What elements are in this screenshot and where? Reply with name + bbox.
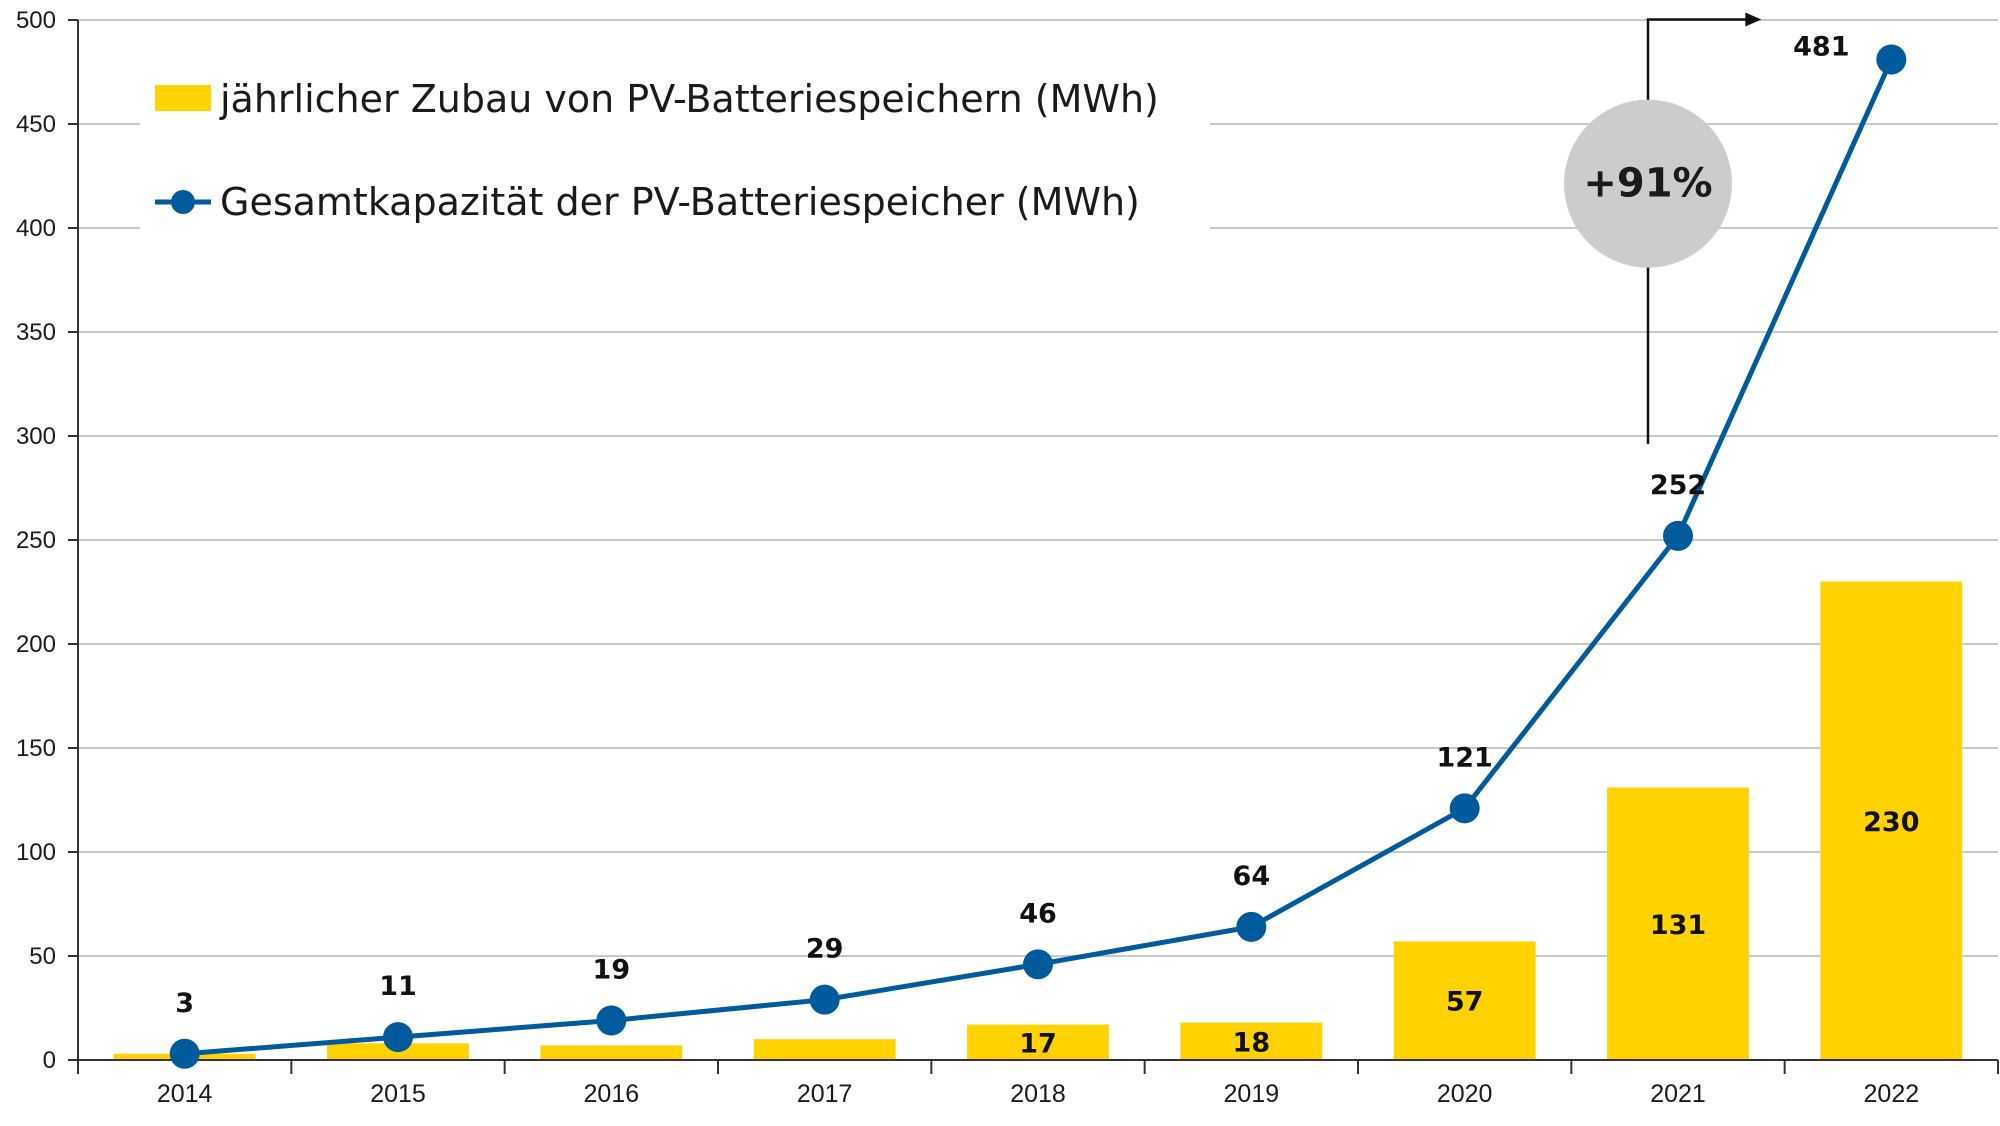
bar	[540, 1045, 683, 1060]
x-tick-label: 2017	[797, 1080, 853, 1108]
line-data-label: 19	[593, 954, 631, 985]
y-tick-label: 400	[16, 215, 56, 242]
x-tick-label: 2021	[1650, 1080, 1706, 1108]
y-tick-label: 300	[16, 423, 56, 450]
bar-data-label: 230	[1863, 807, 1919, 838]
line-data-label: 29	[806, 934, 844, 965]
line-data-label: 46	[1019, 898, 1057, 929]
line-point	[1449, 793, 1480, 824]
line-data-labels: 3 11 19 29 46 64 121 252 481	[175, 32, 1849, 1019]
y-tick-label: 0	[43, 1047, 56, 1074]
y-tick-label: 50	[29, 943, 56, 970]
bar	[753, 1039, 896, 1060]
growth-arrow	[1646, 18, 1748, 444]
legend-label-bar: jährlicher Zubau von PV-Batteriespeicher…	[219, 77, 1159, 121]
x-tick-label: 2022	[1864, 1080, 1920, 1108]
line-data-label: 64	[1233, 861, 1271, 892]
x-tick-label: 2019	[1224, 1080, 1280, 1108]
line-point	[169, 1038, 200, 1069]
x-tick-label: 2020	[1437, 1080, 1493, 1108]
y-tick-label: 350	[16, 319, 56, 346]
bar	[1393, 941, 1536, 1060]
line-point	[1236, 911, 1267, 942]
x-tick-label: 2018	[1010, 1080, 1066, 1108]
line-series	[169, 44, 1907, 1069]
growth-badge-text: +91%	[1583, 161, 1712, 207]
line-point	[1663, 520, 1693, 551]
line-point	[596, 1005, 627, 1036]
legend-swatch-bar	[155, 85, 211, 111]
bar-data-label: 131	[1650, 910, 1706, 941]
y-tick-label: 250	[16, 527, 56, 554]
line-data-label: 481	[1793, 32, 1849, 63]
line-data-label: 121	[1436, 742, 1492, 773]
y-tick-labels: 0 50 100 150 200 250 300 350 400 450 500	[16, 7, 56, 1074]
line-point	[383, 1022, 413, 1053]
legend-label-line: Gesamtkapazität der PV-Batteriespeicher …	[220, 180, 1140, 224]
axes	[77, 20, 1998, 1061]
bar-data-labels: 17 18 57 131 230	[1019, 807, 1919, 1060]
legend-background	[140, 48, 1210, 230]
y-tick-label: 150	[16, 735, 56, 762]
arrow-head	[1745, 12, 1762, 27]
line-point	[809, 984, 840, 1015]
bar	[1607, 787, 1749, 1060]
bar	[1820, 581, 1963, 1060]
line-data-label: 11	[379, 971, 417, 1002]
legend-swatch-marker	[171, 190, 195, 214]
line-data-label: 3	[175, 988, 194, 1019]
y-tick-label: 200	[16, 631, 56, 658]
x-tick-labels: 2014 2015 2016 2017 2018 2019 2020 2021 2022	[77, 1060, 1999, 1108]
line-point	[1023, 949, 1053, 980]
line-point	[1876, 44, 1907, 75]
x-tick-label: 2015	[370, 1080, 426, 1108]
x-tick-label: 2014	[157, 1080, 213, 1108]
bar-data-label: 18	[1233, 1027, 1271, 1058]
line-data-label: 252	[1650, 470, 1706, 501]
y-tick-label: 100	[16, 839, 56, 866]
growth-annotation: +91%	[1564, 12, 1762, 444]
bar-data-label: 17	[1019, 1028, 1057, 1059]
x-tick-label: 2016	[584, 1080, 640, 1108]
bar	[967, 1024, 1109, 1060]
legend: jährlicher Zubau von PV-Batteriespeicher…	[140, 48, 1210, 230]
bars	[113, 581, 1963, 1060]
growth-badge	[1564, 99, 1732, 268]
y-tick-label: 500	[16, 7, 56, 34]
bar-data-label: 57	[1446, 987, 1484, 1018]
y-tick-label: 450	[16, 111, 56, 138]
bar	[1180, 1022, 1323, 1060]
